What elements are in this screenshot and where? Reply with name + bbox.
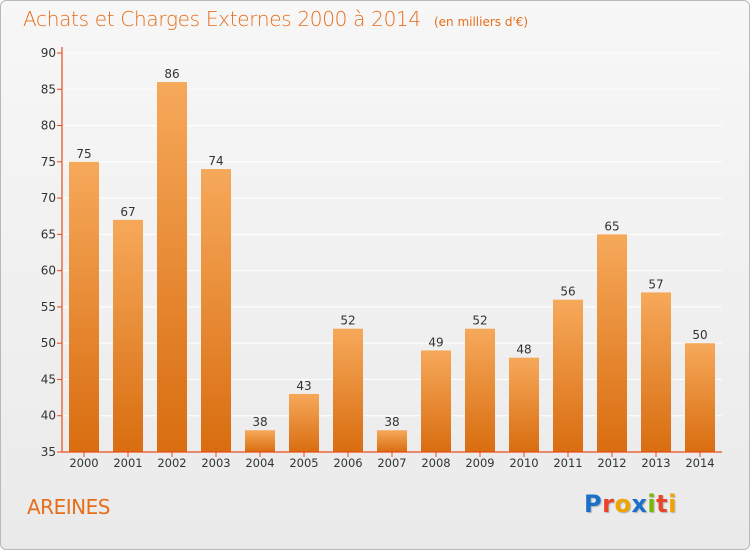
bar-value-label: 52: [340, 314, 355, 328]
y-tick-label: 50: [41, 336, 56, 350]
logo-letter: i: [668, 490, 677, 518]
x-tick-label: 2012: [597, 456, 626, 470]
chart-title-row: Achats et Charges Externes 2000 à 2014 (…: [23, 7, 528, 31]
bar: [201, 169, 231, 452]
bar-value-label: 38: [384, 415, 399, 429]
x-tick-label: 2014: [685, 456, 714, 470]
logo-letter: o: [614, 490, 632, 518]
x-tick-label: 2000: [69, 456, 98, 470]
bar: [421, 350, 451, 452]
bar: [377, 430, 407, 452]
y-tick-label: 65: [41, 227, 56, 241]
chart-title: Achats et Charges Externes 2000 à 2014: [23, 7, 421, 31]
y-tick-label: 70: [41, 191, 56, 205]
logo-letter: P: [584, 490, 603, 518]
y-tick-label: 40: [41, 409, 56, 423]
bar-value-label: 86: [164, 67, 179, 81]
bar-value-label: 74: [208, 154, 223, 168]
x-tick-label: 2005: [289, 456, 318, 470]
bar: [333, 328, 363, 452]
y-tick-label: 45: [41, 372, 56, 386]
bar-value-label: 49: [428, 335, 443, 349]
logo-letter: t: [656, 490, 669, 518]
y-tick-label: 55: [41, 300, 56, 314]
bar: [245, 430, 275, 452]
bar: [289, 393, 319, 452]
x-tick-label: 2011: [553, 456, 582, 470]
bar: [509, 357, 539, 452]
y-tick-label: 75: [41, 155, 56, 169]
x-tick-label: 2003: [201, 456, 230, 470]
bar-value-label: 50: [692, 328, 707, 342]
y-tick-label: 60: [41, 264, 56, 278]
bar: [113, 219, 143, 452]
x-tick-label: 2009: [465, 456, 494, 470]
x-tick-label: 2001: [113, 456, 142, 470]
bar-value-label: 43: [296, 379, 311, 393]
proxiti-logo: Proxiti: [584, 490, 677, 518]
bar-value-label: 65: [604, 219, 619, 233]
bar: [157, 82, 187, 452]
bar: [69, 161, 99, 452]
bar-value-label: 56: [560, 285, 575, 299]
bar: [597, 234, 627, 452]
bar-value-label: 52: [472, 314, 487, 328]
commune-name: AREINES: [27, 495, 110, 519]
bar-value-label: 48: [516, 343, 531, 357]
logo-letter: x: [631, 490, 648, 518]
x-tick-label: 2002: [157, 456, 186, 470]
y-tick-label: 80: [41, 119, 56, 133]
bar-value-label: 57: [648, 277, 663, 291]
y-tick-label: 90: [41, 46, 56, 60]
x-tick-label: 2013: [641, 456, 670, 470]
x-tick-label: 2010: [509, 456, 538, 470]
y-tick-label: 35: [41, 445, 56, 459]
bar-value-label: 67: [120, 205, 135, 219]
x-tick-label: 2008: [421, 456, 450, 470]
x-tick-label: 2004: [245, 456, 274, 470]
bar-value-label: 75: [76, 147, 91, 161]
bar: [465, 328, 495, 452]
bar: [685, 343, 715, 452]
bar: [641, 292, 671, 452]
logo-letter: r: [602, 490, 615, 518]
bar: [553, 299, 583, 452]
x-tick-label: 2007: [377, 456, 406, 470]
bar-value-label: 38: [252, 415, 267, 429]
logo-letter: i: [647, 490, 657, 518]
unit-note: (en milliers d'€): [433, 15, 529, 29]
x-tick-label: 2006: [333, 456, 362, 470]
y-tick-label: 85: [41, 82, 56, 96]
